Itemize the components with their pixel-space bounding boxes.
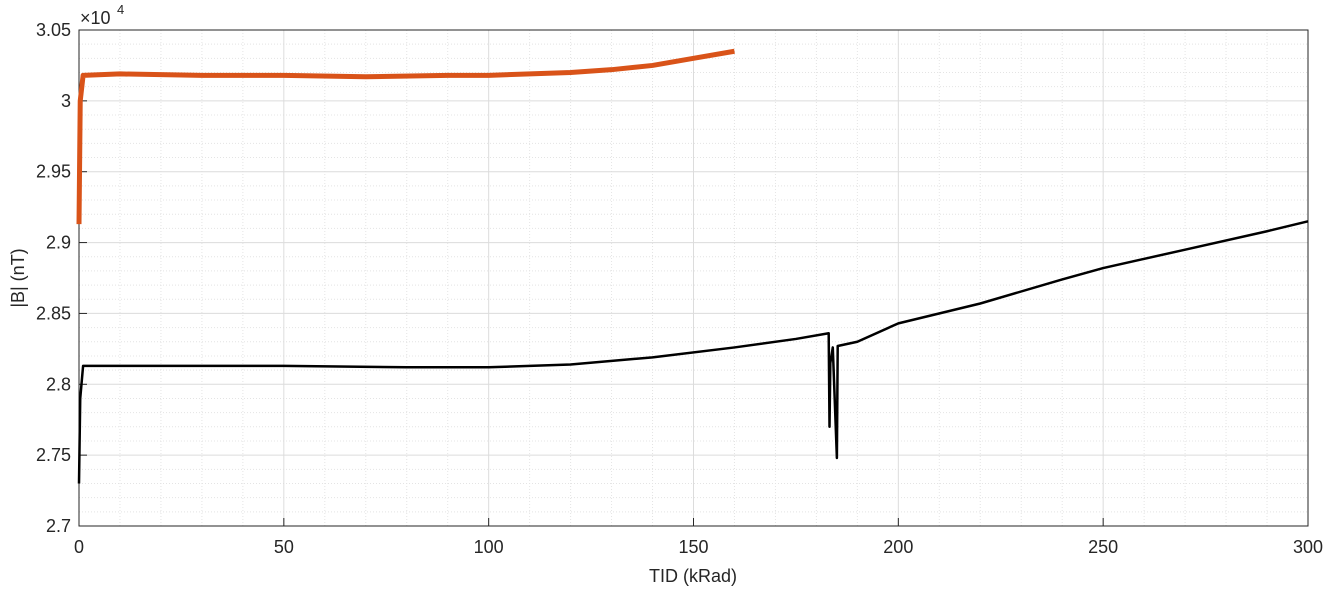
y-tick-label: 2.7	[46, 516, 71, 536]
y-tick-label: 2.9	[46, 233, 71, 253]
y-tick-label: 3.05	[36, 20, 71, 40]
plot-frame	[78, 29, 1309, 527]
y-axis-label: |B| (nT)	[8, 248, 28, 307]
x-tick-label: 50	[274, 537, 294, 557]
data-line	[76, 48, 735, 225]
data-line	[77, 220, 1309, 484]
x-tick-label: 200	[883, 537, 913, 557]
x-axis-label: TID (kRad)	[649, 566, 737, 586]
y-tick-label: 2.85	[36, 303, 71, 323]
y-multiplier-exponent: 4	[117, 2, 124, 17]
x-tick-label: 0	[74, 537, 84, 557]
x-tick-label: 300	[1293, 537, 1323, 557]
x-tick-label: 100	[474, 537, 504, 557]
x-tick-label: 150	[678, 537, 708, 557]
y-tick-label: 2.95	[36, 162, 71, 182]
y-tick-label: 2.75	[36, 445, 71, 465]
y-tick-label: 3	[61, 91, 71, 111]
y-multiplier: ×10	[80, 8, 111, 28]
x-tick-label: 250	[1088, 537, 1118, 557]
y-tick-label: 2.8	[46, 374, 71, 394]
